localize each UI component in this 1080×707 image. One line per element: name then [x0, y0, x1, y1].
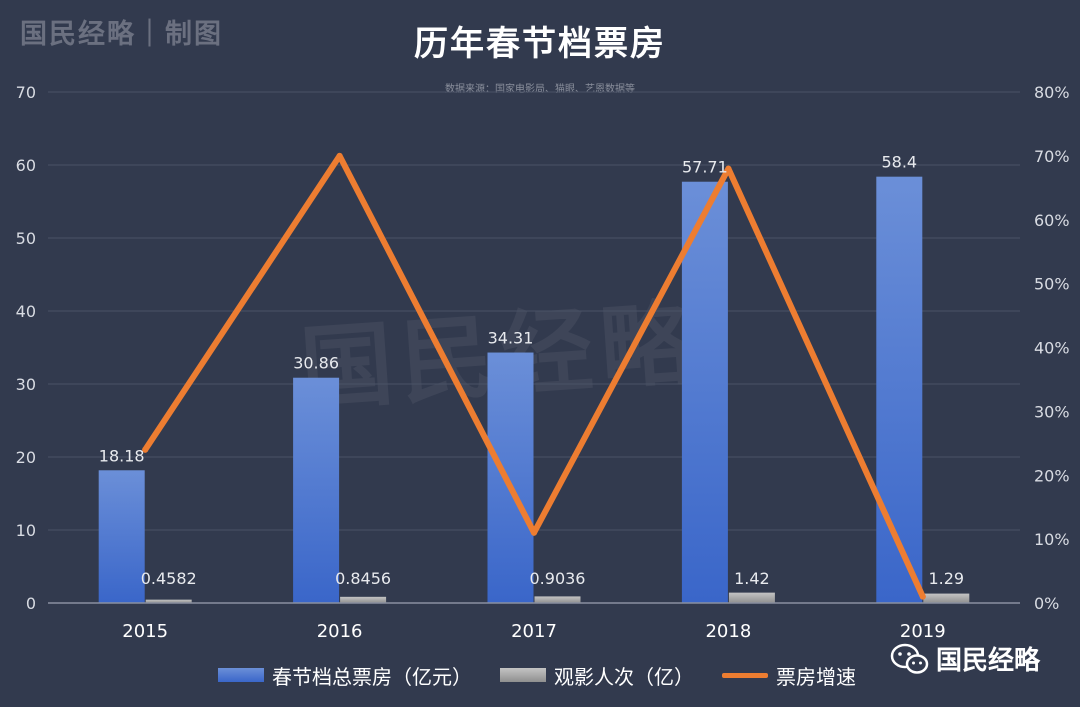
- legend-item-attendance: 观影人次（亿）: [500, 661, 694, 690]
- y-right-tick-label: 70%: [1034, 147, 1070, 166]
- y-left-tick-label: 40: [16, 302, 36, 321]
- legend: 春节档总票房（亿元） 观影人次（亿） 票房增速: [218, 660, 884, 690]
- legend-swatch-attendance: [500, 668, 546, 682]
- legend-label-attendance: 观影人次（亿）: [554, 664, 694, 689]
- chart-subtitle: 数据来源：国家电影局、猫眼、艺恩数据等: [445, 84, 635, 95]
- y-right-tick-label: 30%: [1034, 402, 1070, 421]
- y-left-tick-label: 50: [16, 229, 36, 248]
- line-point-growth: [531, 529, 537, 536]
- y-left-tick-label: 60: [16, 156, 36, 175]
- line-point-growth: [336, 152, 343, 159]
- y-right-tick-label: 40%: [1034, 339, 1070, 358]
- line-point-growth: [919, 593, 926, 600]
- legend-label-box-office: 春节档总票房（亿元）: [272, 664, 472, 689]
- x-tick-label: 2017: [511, 621, 557, 642]
- wechat-account-name: 国民经略: [936, 646, 1041, 676]
- bar-box-office: [293, 377, 340, 603]
- legend-item-growth: 票房增速: [722, 661, 856, 690]
- y-right-tick-label: 60%: [1034, 211, 1070, 230]
- legend-item-box-office: 春节档总票房（亿元）: [218, 661, 472, 690]
- bar-box-office: [98, 470, 145, 603]
- data-label-attendance: 0.9036: [530, 569, 586, 588]
- bar-attendance: [534, 596, 581, 603]
- bar-box-office: [876, 176, 923, 603]
- data-label-attendance: 0.4582: [141, 569, 197, 588]
- y-right-tick-label: 10%: [1034, 530, 1070, 549]
- data-label-box-office: 18.18: [99, 446, 145, 465]
- y-right-tick-label: 20%: [1034, 466, 1070, 485]
- x-tick-label: 2015: [122, 621, 168, 642]
- x-tick-label: 2019: [900, 621, 946, 642]
- data-label-box-office: 58.4: [881, 153, 917, 172]
- data-label-attendance: 1.42: [734, 569, 770, 588]
- brand-mark: 国民经略｜制图: [20, 19, 223, 50]
- line-point-growth: [142, 446, 149, 453]
- bar-attendance: [923, 593, 970, 603]
- data-label-attendance: 0.8456: [335, 569, 391, 588]
- wechat-badge: 国民经略: [890, 640, 1040, 677]
- data-label-box-office: 57.71: [682, 158, 728, 177]
- y-right-tick-label: 80%: [1034, 83, 1070, 102]
- bar-attendance: [728, 592, 775, 603]
- x-tick-label: 2018: [705, 621, 751, 642]
- y-left-tick-label: 70: [16, 83, 36, 102]
- bar-attendance: [145, 599, 192, 603]
- data-label-attendance: 1.29: [928, 569, 964, 588]
- bar-box-office: [487, 352, 534, 603]
- y-right-tick-label: 0%: [1034, 594, 1059, 613]
- legend-swatch-growth: [722, 672, 768, 678]
- data-label-box-office: 30.86: [293, 354, 339, 373]
- x-tick-label: 2016: [317, 621, 363, 642]
- wechat-icon: [890, 643, 929, 674]
- chart-title: 历年春节档票房: [414, 24, 666, 64]
- line-point-growth: [725, 165, 732, 172]
- data-label-box-office: 34.31: [488, 329, 534, 348]
- y-left-tick-label: 30: [16, 375, 36, 394]
- y-right-tick-label: 50%: [1034, 275, 1070, 294]
- legend-label-growth: 票房增速: [776, 664, 856, 689]
- y-left-tick-label: 0: [26, 594, 36, 613]
- y-left-tick-label: 20: [16, 448, 36, 467]
- bar-box-office: [681, 181, 728, 604]
- bar-attendance: [340, 596, 387, 603]
- legend-swatch-box-office: [218, 668, 264, 682]
- y-left-tick-label: 10: [16, 521, 36, 540]
